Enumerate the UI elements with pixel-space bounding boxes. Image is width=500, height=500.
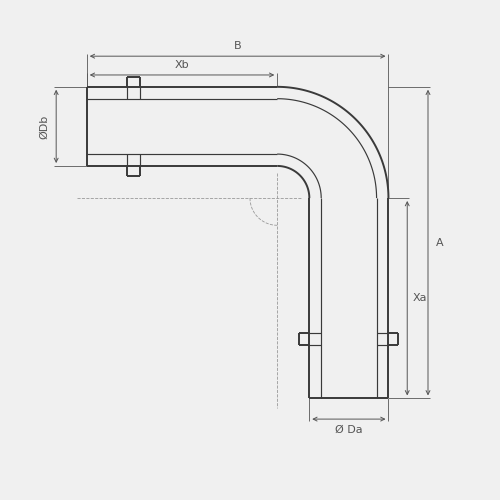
Text: ØDb: ØDb — [39, 114, 49, 138]
Text: A: A — [436, 238, 443, 248]
Text: Xa: Xa — [412, 293, 426, 303]
Text: Xb: Xb — [174, 60, 190, 70]
Text: Ø Da: Ø Da — [335, 425, 362, 435]
Text: B: B — [234, 41, 241, 51]
